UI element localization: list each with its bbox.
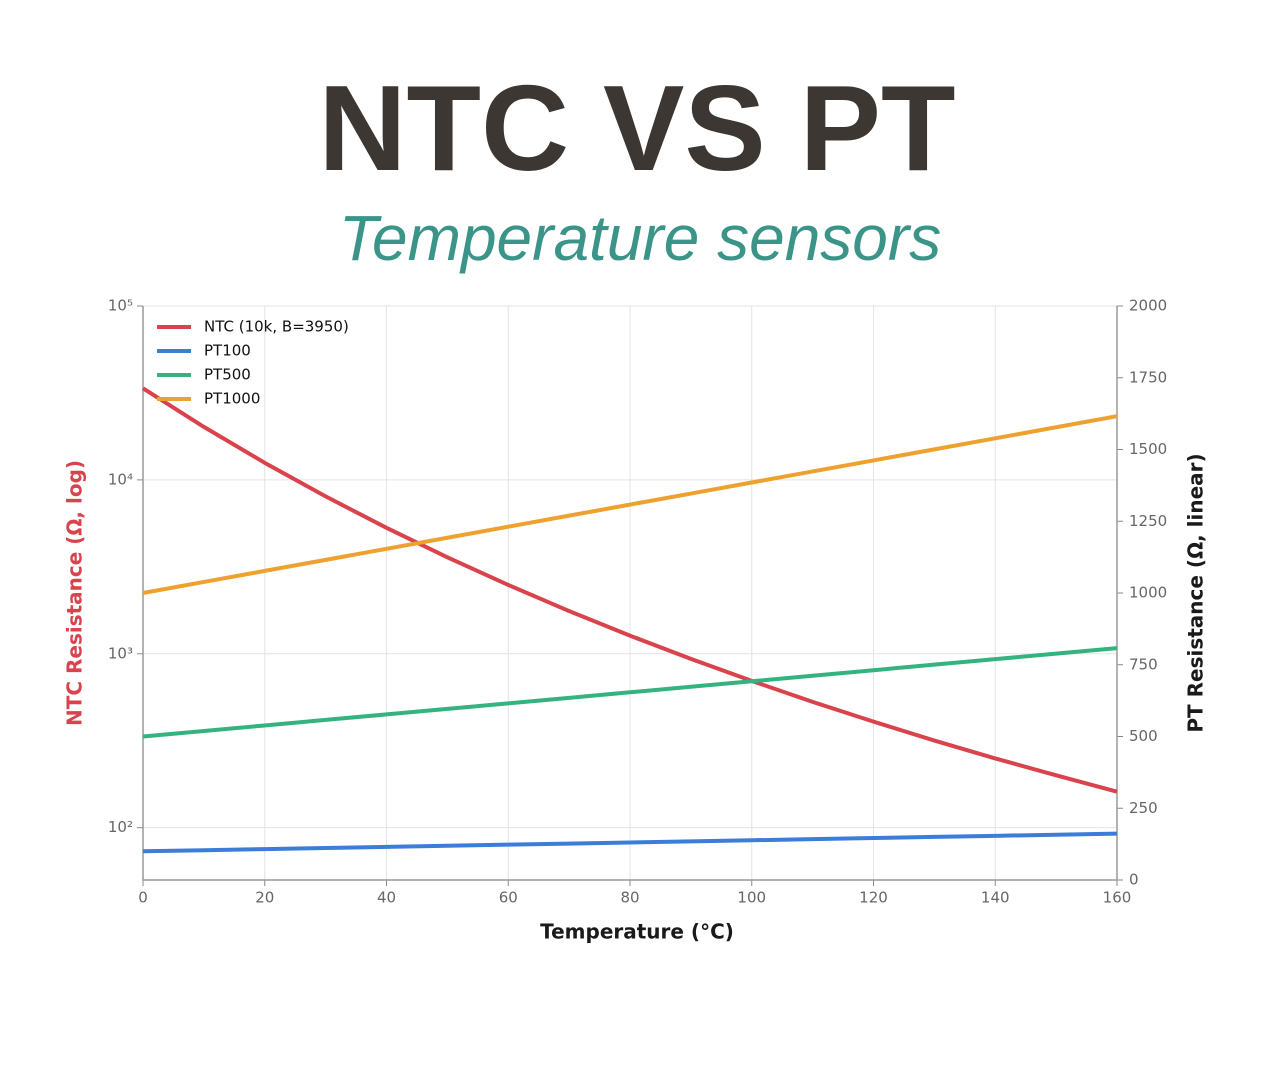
legend-label: PT100 — [204, 342, 251, 360]
chart-title: NTC VS PT — [318, 60, 955, 196]
x-tick-label: 120 — [859, 889, 888, 907]
y2-tick-label: 750 — [1129, 655, 1158, 673]
y2-axis-label: PT Resistance (Ω, linear) — [1184, 453, 1208, 732]
y2-tick-label: 1750 — [1129, 368, 1167, 386]
y-tick-label: 10³ — [108, 644, 133, 662]
legend-label: PT500 — [204, 366, 251, 384]
x-tick-label: 160 — [1103, 889, 1132, 907]
y2-tick-label: 1000 — [1129, 584, 1167, 602]
line-series — [142, 414, 1118, 595]
x-tick-label: 60 — [499, 889, 518, 907]
y-axis-label: NTC Resistance (Ω, log) — [63, 460, 87, 726]
y2-tick-label: 250 — [1129, 799, 1158, 817]
x-tick-label: 0 — [138, 889, 148, 907]
y-tick-label: 10² — [108, 818, 133, 836]
x-tick-label: 20 — [255, 889, 274, 907]
y2-tick-label: 2000 — [1129, 297, 1167, 315]
line-series — [142, 646, 1118, 739]
chart-subtitle: Temperature sensors — [339, 202, 941, 274]
x-tick-label: 40 — [377, 889, 396, 907]
y-tick-label: 10⁴ — [108, 470, 133, 488]
line-series — [142, 831, 1118, 854]
y2-tick-label: 1250 — [1129, 512, 1167, 530]
x-tick-label: 140 — [981, 889, 1010, 907]
y2-tick-label: 1500 — [1129, 440, 1167, 458]
line-series — [141, 386, 1118, 794]
x-tick-label: 100 — [737, 889, 766, 907]
y-tick-label: 10⁵ — [108, 297, 133, 315]
x-axis-label: Temperature (°C) — [540, 920, 734, 944]
legend-label: PT1000 — [204, 390, 260, 408]
y2-tick-label: 500 — [1129, 727, 1158, 745]
x-tick-label: 80 — [620, 889, 639, 907]
legend-label: NTC (10k, B=3950) — [204, 318, 349, 336]
y2-tick-label: 0 — [1129, 871, 1139, 889]
